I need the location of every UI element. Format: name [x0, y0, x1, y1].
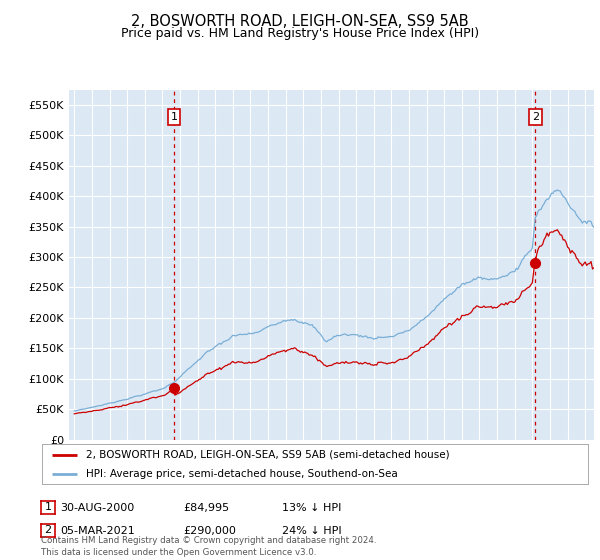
Text: HPI: Average price, semi-detached house, Southend-on-Sea: HPI: Average price, semi-detached house,… — [86, 469, 397, 479]
Text: 2: 2 — [44, 525, 52, 535]
Text: 24% ↓ HPI: 24% ↓ HPI — [282, 526, 341, 536]
Text: 2, BOSWORTH ROAD, LEIGH-ON-SEA, SS9 5AB: 2, BOSWORTH ROAD, LEIGH-ON-SEA, SS9 5AB — [131, 14, 469, 29]
Text: Price paid vs. HM Land Registry's House Price Index (HPI): Price paid vs. HM Land Registry's House … — [121, 27, 479, 40]
Text: 05-MAR-2021: 05-MAR-2021 — [60, 526, 135, 536]
Text: 1: 1 — [170, 112, 178, 122]
Text: 1: 1 — [44, 502, 52, 512]
Text: Contains HM Land Registry data © Crown copyright and database right 2024.
This d: Contains HM Land Registry data © Crown c… — [41, 536, 376, 557]
Text: 13% ↓ HPI: 13% ↓ HPI — [282, 503, 341, 513]
Text: £84,995: £84,995 — [183, 503, 229, 513]
Text: 30-AUG-2000: 30-AUG-2000 — [60, 503, 134, 513]
Text: 2, BOSWORTH ROAD, LEIGH-ON-SEA, SS9 5AB (semi-detached house): 2, BOSWORTH ROAD, LEIGH-ON-SEA, SS9 5AB … — [86, 450, 449, 460]
Text: 2: 2 — [532, 112, 539, 122]
Text: £290,000: £290,000 — [183, 526, 236, 536]
